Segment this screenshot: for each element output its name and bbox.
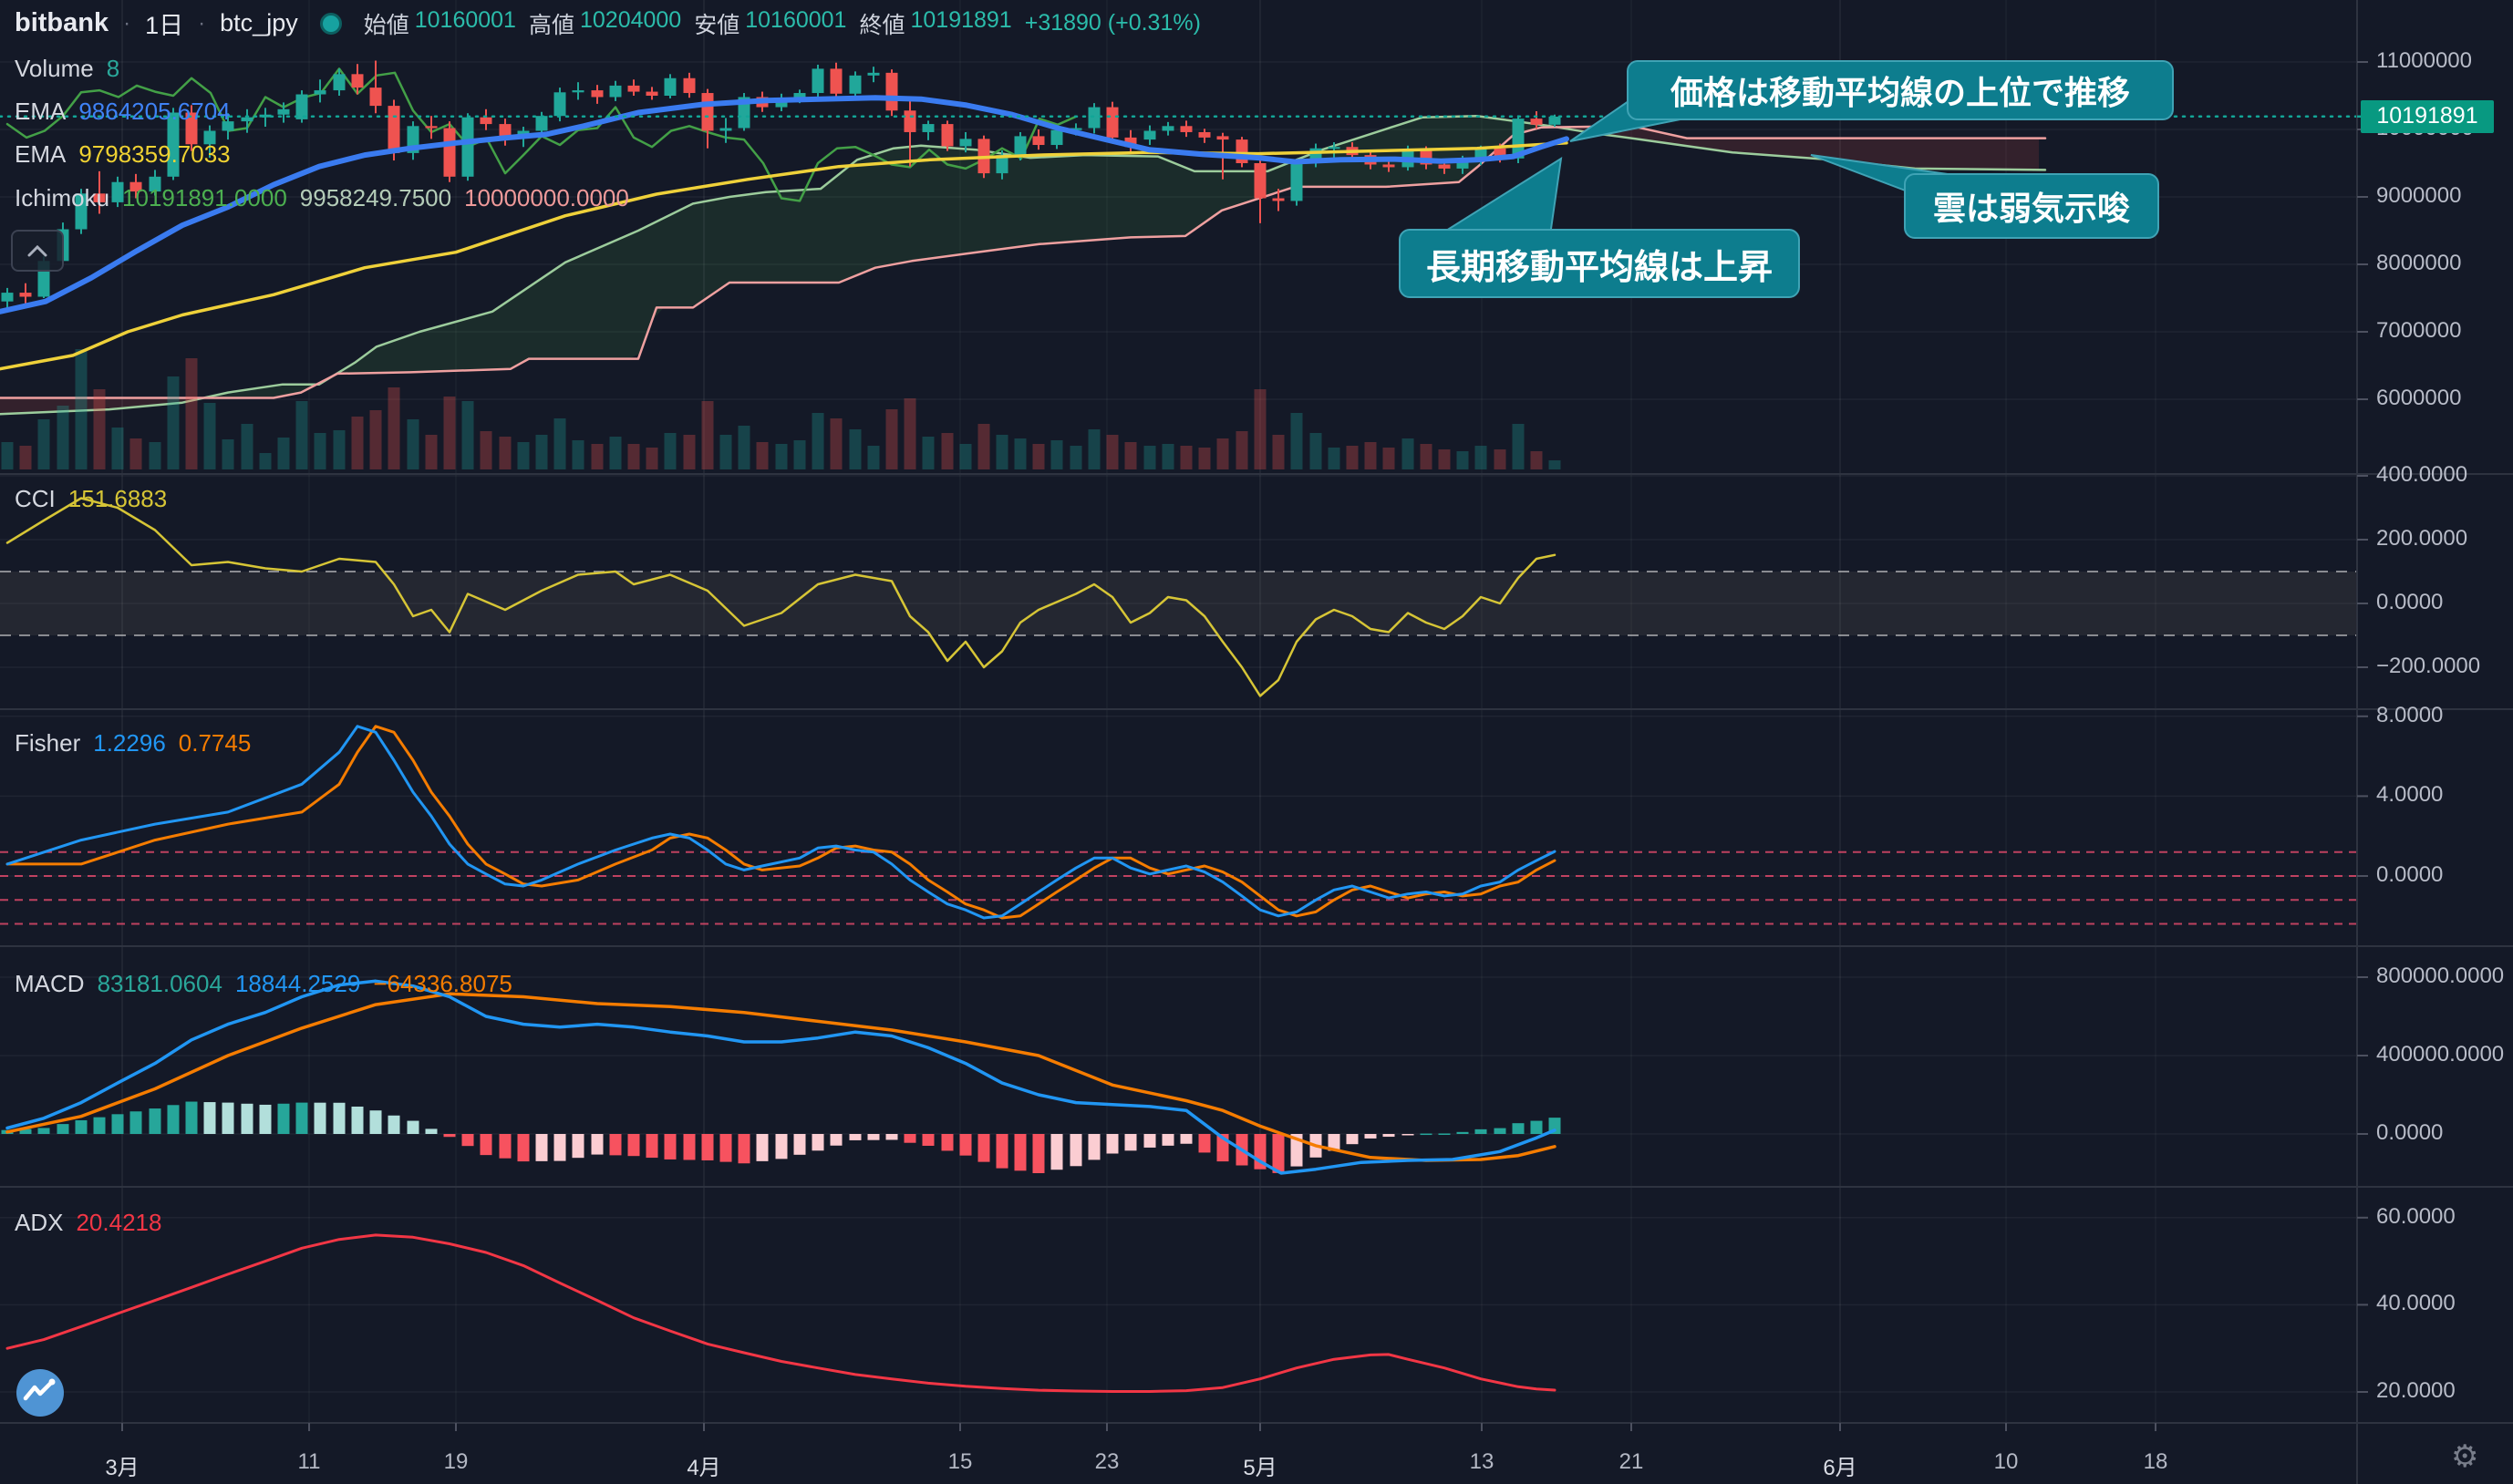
main-axis-label[interactable]: 9000000 [2376, 183, 2462, 208]
time-axis-label[interactable]: 4月 [687, 1456, 721, 1480]
header-bar: bitbank · 1日 · btc_jpy 始値 10160001 高値 1020… [15, 5, 1201, 41]
macd-axis-label[interactable]: 400000.0000 [2376, 1042, 2505, 1067]
legend-macd[interactable]: MACD 83181.0604 18844.2529 −64336.8075 [15, 970, 512, 997]
annotation-longterm-ma-rising[interactable]: 長期移動平均線は上昇 [1399, 229, 1800, 298]
last-price-badge: 10191891 [2361, 99, 2494, 133]
main-axis-label[interactable]: 7000000 [2376, 318, 2462, 343]
legend-volume[interactable]: Volume 8 [15, 55, 120, 82]
cci-axis-label[interactable]: 400.0000 [2376, 462, 2468, 487]
price-change: +31890 (+0.31%) [1024, 10, 1201, 36]
ohlc-open: 始値 10160001 [363, 6, 516, 38]
time-axis-label[interactable]: 11 [297, 1449, 321, 1474]
cci-axis-label[interactable]: −200.0000 [2376, 654, 2481, 678]
market-status-icon [319, 12, 342, 35]
time-axis-label[interactable]: 10 [1993, 1449, 2019, 1474]
separator-dot: · [123, 10, 131, 36]
separator-dot: · [198, 10, 206, 36]
brand-logo-icon[interactable] [15, 1367, 66, 1418]
annotation-price-above-ma[interactable]: 価格は移動平均線の上位で推移 [1627, 60, 2174, 120]
adx-axis-label[interactable]: 20.0000 [2376, 1378, 2456, 1403]
time-axis-label[interactable]: 21 [1618, 1449, 1644, 1474]
legend-fisher[interactable]: Fisher 1.2296 0.7745 [15, 729, 252, 757]
interval-selector[interactable]: 1日 [145, 12, 184, 39]
symbol-name[interactable]: btc_jpy [220, 9, 298, 36]
annotation-cloud-bearish[interactable]: 雲は弱気示唆 [1904, 173, 2159, 239]
time-axis-label[interactable]: 19 [443, 1449, 469, 1474]
cci-axis-label[interactable]: 0.0000 [2376, 590, 2444, 614]
adx-axis-label[interactable]: 60.0000 [2376, 1203, 2456, 1229]
ohlc-close: 終値 10191891 [859, 6, 1012, 38]
time-axis-label[interactable]: 3月 [105, 1456, 140, 1480]
main-axis-label[interactable]: 11000000 [2376, 48, 2472, 73]
chevron-up-icon [27, 244, 47, 257]
fisher-axis-label[interactable]: 0.0000 [2376, 862, 2444, 887]
ohlc-low: 安値 10160001 [694, 6, 847, 38]
legend-ema-fast[interactable]: EMA 9864205.6704 [15, 98, 231, 125]
time-axis-label[interactable]: 6月 [1823, 1456, 1857, 1480]
settings-gear-icon[interactable]: ⚙ [2451, 1439, 2479, 1474]
legend-ema-slow[interactable]: EMA 9798359.7033 [15, 140, 231, 168]
legend-adx[interactable]: ADX 20.4218 [15, 1209, 162, 1236]
fisher-axis-label[interactable]: 4.0000 [2376, 782, 2444, 808]
legend-ichimoku[interactable]: Ichimoku 10191891.0000 9958249.7500 1000… [15, 184, 629, 211]
main-axis-label[interactable]: 6000000 [2376, 386, 2462, 410]
macd-axis-label[interactable]: 800000.0000 [2376, 964, 2505, 988]
cci-axis-label[interactable]: 200.0000 [2376, 526, 2468, 551]
macd-axis-label[interactable]: 0.0000 [2376, 1120, 2444, 1145]
time-axis-label[interactable]: 5月 [1243, 1456, 1277, 1480]
fisher-axis-label[interactable]: 8.0000 [2376, 702, 2444, 727]
time-axis-label[interactable]: 13 [1469, 1449, 1494, 1474]
adx-axis-label[interactable]: 40.0000 [2376, 1291, 2456, 1316]
exchange-name[interactable]: bitbank [15, 8, 109, 37]
time-axis-label[interactable]: 18 [2143, 1449, 2168, 1474]
collapse-panel-button[interactable] [11, 230, 64, 272]
time-axis-label[interactable]: 15 [947, 1449, 973, 1474]
main-axis-label[interactable]: 8000000 [2376, 251, 2462, 275]
time-axis-label[interactable]: 23 [1094, 1449, 1120, 1474]
legend-cci[interactable]: CCI 151.6883 [15, 485, 168, 512]
ohlc-high: 高値 10204000 [528, 6, 682, 38]
